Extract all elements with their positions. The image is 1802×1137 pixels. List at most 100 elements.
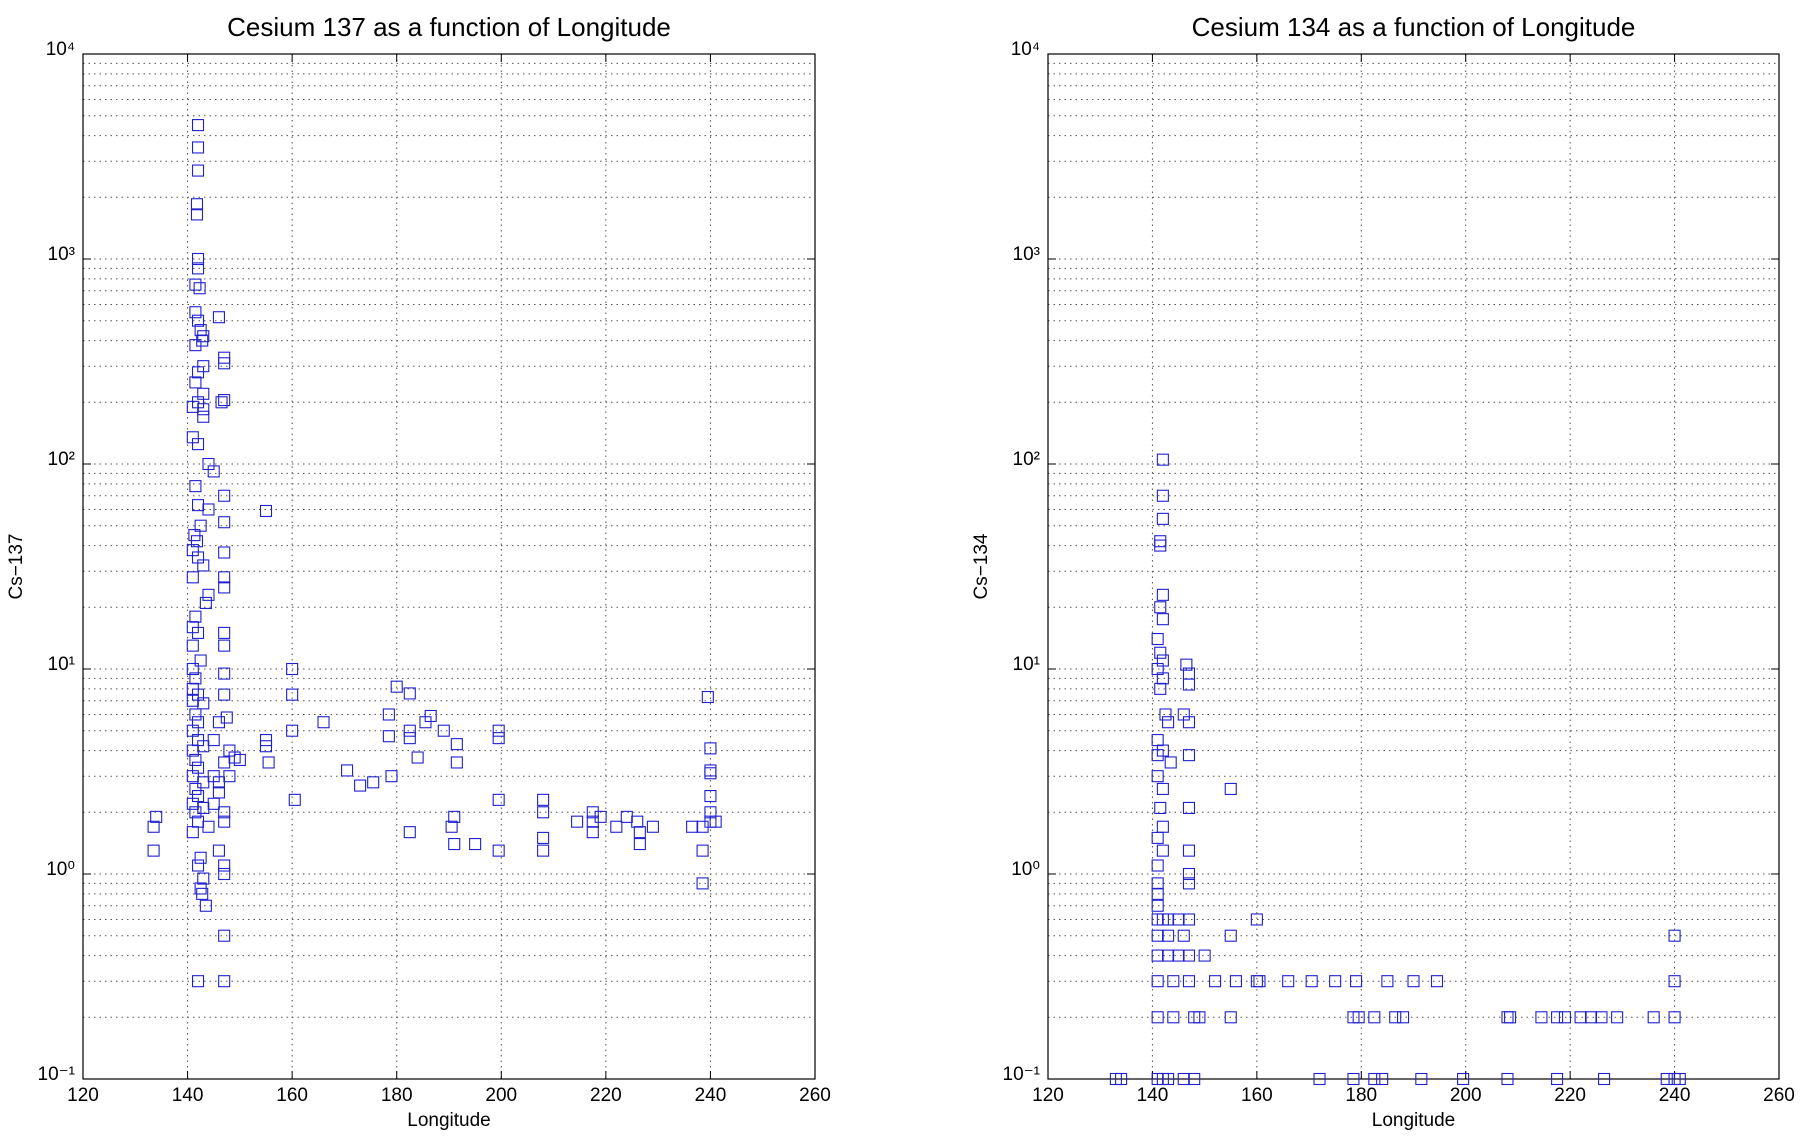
marker	[186, 770, 199, 783]
marker	[194, 519, 207, 532]
marker	[220, 711, 233, 724]
marker	[218, 975, 231, 988]
marker	[492, 724, 505, 737]
marker	[199, 899, 212, 912]
marker	[1172, 949, 1185, 962]
marker	[403, 732, 416, 745]
marker	[1250, 975, 1263, 988]
marker	[191, 859, 205, 872]
marker	[450, 756, 463, 769]
marker	[218, 516, 231, 529]
marker	[704, 742, 717, 755]
marker	[191, 438, 205, 451]
marker	[537, 793, 550, 806]
marker	[701, 690, 714, 704]
marker	[218, 667, 231, 680]
marker	[189, 782, 202, 795]
marker	[382, 730, 395, 743]
marker	[1151, 859, 1164, 872]
marker	[197, 697, 210, 710]
marker	[218, 639, 231, 652]
marker	[1574, 1011, 1587, 1024]
marker	[403, 687, 416, 700]
marker	[1224, 929, 1237, 942]
plot-frame	[1047, 53, 1780, 1080]
marker	[367, 776, 380, 789]
marker	[1350, 975, 1363, 988]
marker	[492, 793, 505, 806]
marker	[191, 314, 205, 327]
marker	[1193, 1011, 1206, 1024]
marker	[1151, 929, 1164, 942]
marker	[1182, 975, 1196, 988]
y-axis-label: Cs−137	[6, 533, 27, 599]
marker	[1188, 1072, 1201, 1086]
x-tick-label: 160	[1241, 1085, 1273, 1106]
marker	[411, 751, 424, 764]
marker	[1501, 1072, 1514, 1086]
marker	[1668, 929, 1681, 942]
marker	[1180, 658, 1193, 671]
marker	[646, 820, 659, 833]
marker	[1368, 1011, 1381, 1024]
marker	[1162, 716, 1175, 729]
marker	[1154, 539, 1167, 552]
marker	[1352, 1011, 1365, 1024]
marker	[194, 654, 207, 667]
marker	[1156, 453, 1169, 466]
y-axis-label: Cs−134	[971, 533, 992, 599]
marker	[218, 806, 231, 819]
y-tick-label: 10³	[48, 244, 75, 265]
marker	[696, 877, 709, 890]
marker	[191, 141, 205, 154]
marker	[1229, 975, 1243, 988]
marker	[424, 709, 437, 723]
marker	[1376, 1072, 1389, 1086]
marker	[1282, 975, 1295, 988]
chart-title: Cesium 137 as a function of Longitude	[227, 12, 671, 42]
marker	[1389, 1011, 1402, 1024]
marker	[150, 810, 163, 823]
marker	[1558, 1011, 1571, 1024]
marker	[631, 815, 644, 828]
marker	[207, 734, 220, 747]
marker	[1167, 1011, 1180, 1024]
marker	[223, 770, 236, 783]
marker	[218, 867, 231, 881]
marker	[259, 740, 273, 753]
x-tick-label: 220	[590, 1085, 622, 1106]
y-tick-label: 10⁰	[46, 859, 75, 880]
marker	[1673, 1072, 1686, 1086]
marker	[1164, 756, 1177, 769]
marker	[1162, 1072, 1175, 1086]
marker	[1182, 949, 1196, 962]
marker	[1154, 682, 1167, 695]
marker	[1224, 782, 1237, 795]
marker	[1535, 1011, 1548, 1024]
marker	[1177, 929, 1190, 942]
marker	[193, 282, 206, 295]
marker	[385, 770, 398, 783]
marker	[286, 662, 299, 676]
marker	[594, 810, 607, 823]
marker	[218, 357, 231, 370]
y-tick-label: 10²	[48, 449, 75, 470]
marker	[218, 394, 231, 407]
marker	[197, 559, 210, 572]
marker	[390, 680, 403, 693]
marker	[191, 366, 205, 379]
marker	[382, 708, 395, 721]
marker	[1156, 512, 1169, 525]
marker	[186, 662, 199, 676]
marker	[1162, 929, 1175, 942]
marker	[259, 734, 273, 747]
marker	[1156, 844, 1169, 857]
marker	[1151, 899, 1164, 912]
marker	[492, 732, 505, 745]
marker	[1381, 975, 1394, 988]
marker	[197, 403, 210, 416]
marker	[218, 815, 231, 828]
marker	[1598, 1072, 1611, 1086]
marker	[212, 776, 225, 789]
marker	[191, 262, 205, 275]
